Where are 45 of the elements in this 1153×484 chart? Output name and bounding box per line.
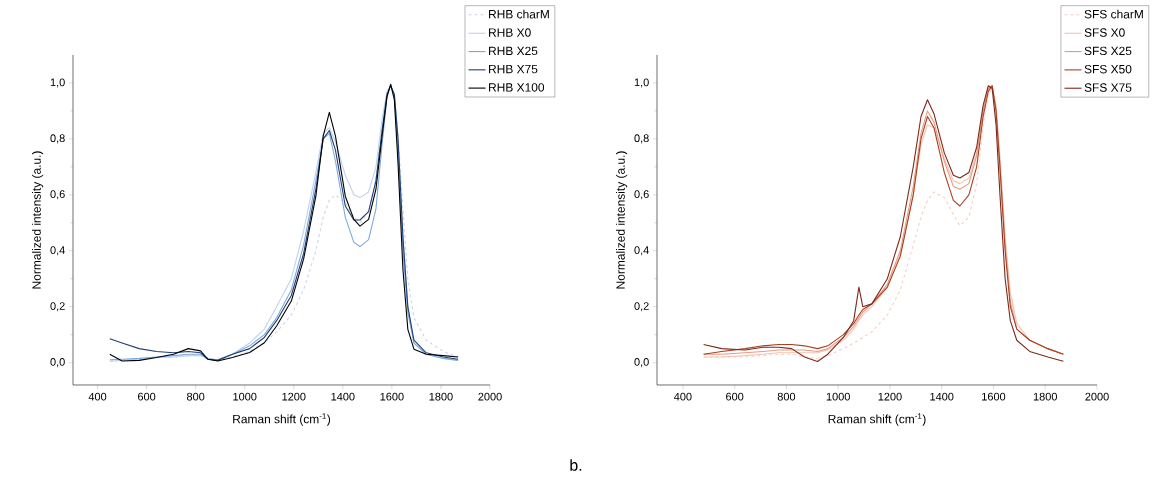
x-tick-label: 2000	[1085, 392, 1109, 401]
y-axis-title: Normalized intensity (a.u.)	[32, 151, 44, 289]
y-tick-label: 0,4	[50, 246, 65, 256]
x-axis-title: Raman shift (cm$^{-1}$)	[828, 413, 926, 426]
x-tick-label: 400	[88, 392, 107, 401]
x-tick-label: 1800	[1033, 392, 1057, 401]
y-tick-label: 1,0	[634, 78, 649, 88]
x-tick-label: 1000	[826, 392, 850, 401]
x-tick-label: 2000	[478, 392, 502, 401]
legend-label: RHB X100	[489, 83, 545, 92]
legend-label: RHB charM	[489, 9, 549, 19]
x-tick-label: 1800	[429, 392, 453, 401]
x-tick-label: 1400	[331, 392, 355, 401]
x-tick-label: 400	[674, 392, 692, 401]
y-tick-label: 0,6	[50, 190, 65, 200]
legend-label: SFS X75	[1084, 83, 1132, 92]
legend-label: SFS X25	[1084, 46, 1132, 56]
legend-label: SFS X0	[1084, 28, 1125, 37]
x-axis-title: Raman shift (cm$^{-1}$)	[233, 413, 331, 426]
x-tick-label: 800	[777, 392, 796, 401]
y-tick-label: 0,0	[50, 358, 65, 368]
y-tick-label: 0,0	[634, 358, 649, 368]
x-tick-label: 800	[186, 392, 205, 401]
y-tick-label: 0,8	[634, 134, 649, 144]
x-tick-label: 600	[726, 392, 744, 401]
x-tick-label: 1000	[233, 392, 257, 401]
legend-label: RHB X75	[489, 64, 538, 74]
x-tick-label: 1600	[982, 392, 1006, 401]
y-tick-label: 0,8	[50, 134, 65, 144]
y-tick-label: 0,4	[634, 246, 649, 256]
x-tick-label: 1200	[282, 392, 306, 401]
text: b.	[570, 459, 582, 471]
legend-label: RHB X0	[489, 28, 531, 37]
y-axis-title: Normalized intensity (a.u.)	[616, 151, 628, 289]
y-tick-label: 1,0	[50, 78, 65, 88]
legend-label: RHB X25	[489, 46, 538, 56]
x-tick-label: 1200	[878, 392, 902, 401]
x-tick-label: 600	[138, 392, 156, 401]
x-tick-label: 1400	[930, 392, 954, 401]
x-tick-label: 1600	[380, 392, 404, 401]
legend-label: SFS charM	[1084, 9, 1143, 19]
y-tick-label: 0,6	[634, 190, 649, 200]
y-tick-label: 0,2	[50, 302, 65, 312]
y-tick-label: 0,2	[634, 302, 649, 312]
legend-label: SFS X50	[1084, 64, 1132, 74]
